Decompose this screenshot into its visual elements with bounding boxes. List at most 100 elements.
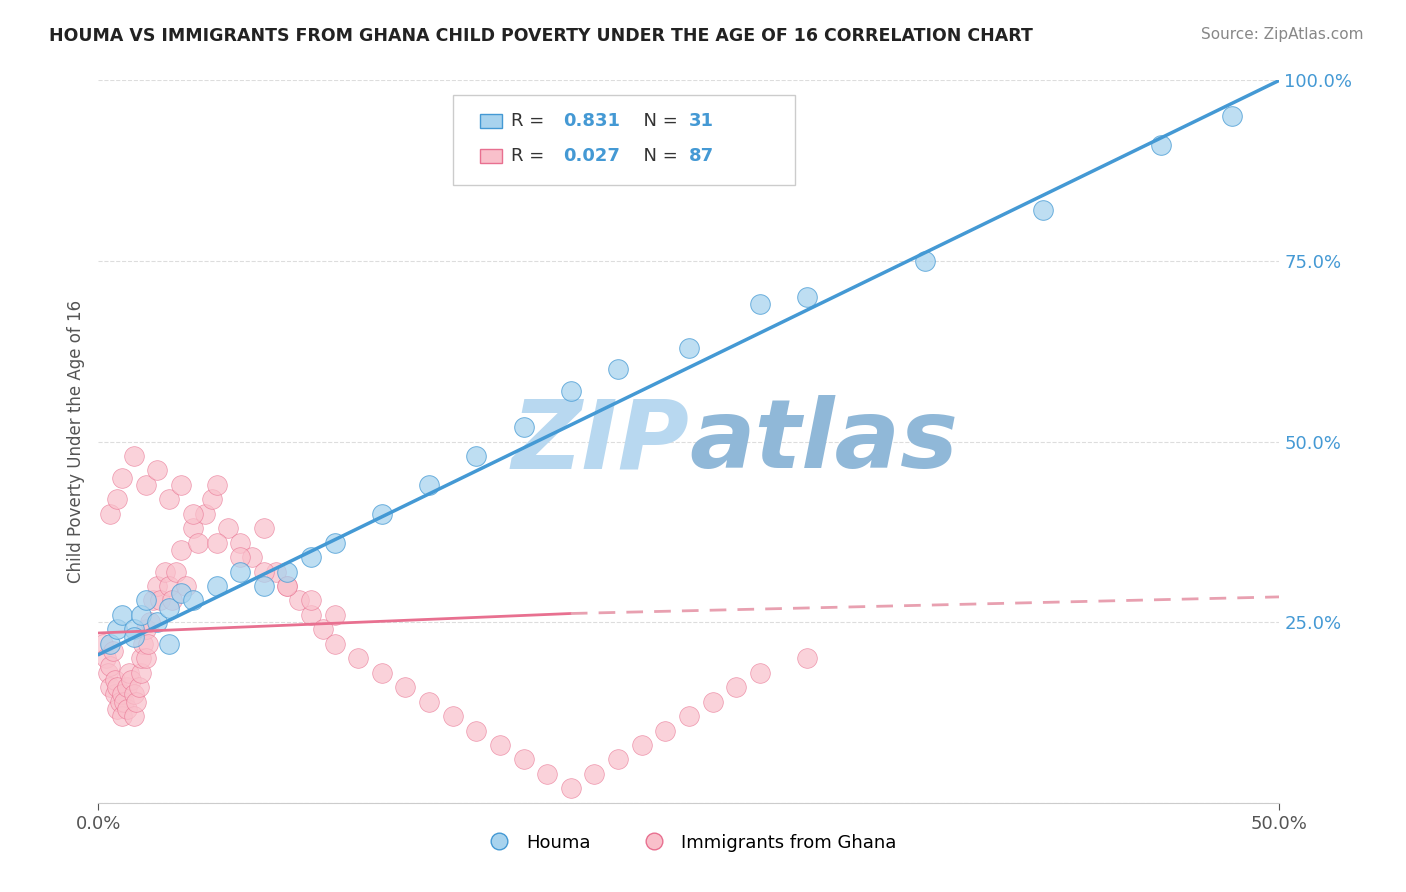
Point	[165, 565, 187, 579]
Point	[115, 702, 138, 716]
Point	[118, 665, 141, 680]
Point	[149, 593, 172, 607]
Point	[187, 535, 209, 549]
Point	[276, 565, 298, 579]
Point	[217, 521, 239, 535]
Text: 31: 31	[689, 112, 714, 130]
Text: N =: N =	[631, 112, 683, 130]
Point	[91, 637, 114, 651]
Point	[229, 535, 252, 549]
Point	[129, 651, 152, 665]
Point	[748, 297, 770, 311]
Point	[181, 593, 204, 607]
Point	[323, 535, 346, 549]
Point	[129, 665, 152, 680]
Point	[299, 550, 322, 565]
Point	[1220, 110, 1243, 124]
Point	[170, 478, 193, 492]
Point	[560, 384, 582, 398]
Point	[135, 478, 157, 492]
Y-axis label: Child Poverty Under the Age of 16: Child Poverty Under the Age of 16	[66, 300, 84, 583]
Point	[157, 600, 180, 615]
Point	[98, 658, 121, 673]
Point	[678, 341, 700, 355]
Point	[97, 665, 120, 680]
Point	[1032, 203, 1054, 218]
FancyBboxPatch shape	[453, 95, 796, 185]
Point	[796, 290, 818, 304]
Point	[796, 651, 818, 665]
Point	[418, 478, 440, 492]
Point	[157, 492, 180, 507]
Point	[276, 579, 298, 593]
Point	[101, 644, 124, 658]
Point	[702, 695, 724, 709]
Point	[112, 695, 135, 709]
Point	[122, 630, 145, 644]
Point	[157, 637, 180, 651]
Point	[725, 680, 748, 694]
Point	[111, 709, 134, 723]
Point	[583, 767, 606, 781]
Point	[104, 687, 127, 701]
Point	[678, 709, 700, 723]
Point	[160, 593, 183, 607]
Point	[135, 651, 157, 665]
Point	[276, 579, 298, 593]
Point	[139, 615, 162, 630]
Point	[630, 738, 652, 752]
Legend: Houma, Immigrants from Ghana: Houma, Immigrants from Ghana	[474, 826, 904, 859]
Point	[115, 680, 138, 694]
Point	[253, 565, 276, 579]
Point	[299, 593, 322, 607]
Point	[205, 579, 228, 593]
Point	[299, 607, 322, 622]
Point	[153, 565, 176, 579]
Point	[229, 565, 252, 579]
Point	[465, 723, 488, 738]
Point	[135, 593, 157, 607]
Point	[489, 738, 512, 752]
Point	[105, 702, 128, 716]
Point	[104, 673, 127, 687]
Point	[122, 687, 145, 701]
Point	[111, 470, 134, 484]
Point	[146, 463, 169, 477]
Point	[132, 637, 155, 651]
Text: 87: 87	[689, 147, 714, 165]
Point	[170, 542, 193, 557]
Point	[201, 492, 224, 507]
Point	[122, 623, 145, 637]
Point	[240, 550, 263, 565]
Point	[465, 449, 488, 463]
Point	[98, 507, 121, 521]
Point	[105, 680, 128, 694]
Point	[98, 637, 121, 651]
Point	[121, 673, 143, 687]
Point	[105, 623, 128, 637]
Point	[654, 723, 676, 738]
Point	[536, 767, 558, 781]
Point	[111, 687, 134, 701]
Point	[205, 478, 228, 492]
Point	[205, 535, 228, 549]
Point	[122, 449, 145, 463]
Point	[914, 253, 936, 268]
Point	[312, 623, 335, 637]
Text: atlas: atlas	[689, 395, 957, 488]
Point	[125, 695, 148, 709]
Point	[136, 637, 159, 651]
Text: Source: ZipAtlas.com: Source: ZipAtlas.com	[1201, 27, 1364, 42]
Text: N =: N =	[631, 147, 683, 165]
Point	[135, 623, 157, 637]
Point	[323, 637, 346, 651]
Point	[441, 709, 464, 723]
Bar	[479, 114, 502, 128]
Point	[347, 651, 370, 665]
Point	[253, 579, 276, 593]
Point	[98, 680, 121, 694]
Point	[512, 752, 534, 766]
Text: HOUMA VS IMMIGRANTS FROM GHANA CHILD POVERTY UNDER THE AGE OF 16 CORRELATION CHA: HOUMA VS IMMIGRANTS FROM GHANA CHILD POV…	[49, 27, 1033, 45]
Point	[181, 521, 204, 535]
Point	[1150, 138, 1173, 153]
